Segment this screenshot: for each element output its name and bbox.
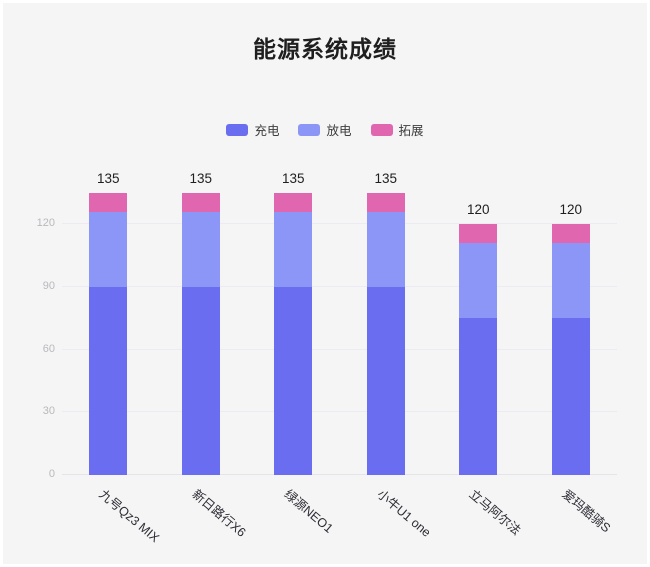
y-axis-tick-label: 30	[42, 405, 55, 418]
bar-segment-充电[interactable]	[89, 287, 128, 475]
bar-segment-放电[interactable]	[274, 211, 313, 287]
bar-stack[interactable]: 135	[181, 171, 220, 475]
bar-segment-充电[interactable]	[551, 318, 590, 475]
bar-segment-放电[interactable]	[459, 243, 498, 319]
bar-value-label: 135	[189, 171, 213, 187]
x-axis-tick-label: 爱玛酷骑S	[559, 487, 613, 536]
bar-segment-充电[interactable]	[366, 287, 405, 475]
x-axis-tick-label: 小牛U1 one	[374, 487, 434, 540]
gridline: 90	[43, 280, 617, 292]
x-axis-tick-label: 立马阿尔法	[466, 487, 524, 538]
y-axis-tick-label: 120	[36, 217, 55, 230]
bar-value-label: 120	[559, 202, 583, 218]
bar-segment-放电[interactable]	[181, 211, 220, 287]
legend-swatch-charge-icon	[226, 123, 249, 136]
bar-value-label: 120	[466, 202, 490, 218]
y-axis-tick-label: 60	[42, 342, 55, 355]
legend-item-label: 放电	[326, 124, 352, 138]
bar-group[interactable]: 135 绿源NEO1	[274, 171, 336, 536]
plot-area: 0 30 60 90 120 135 九号Qz3 MIX 135 新日路行X6 135 绿源NEO1…	[37, 171, 617, 545]
bar-value-label: 135	[96, 171, 120, 187]
bar-segment-拓展[interactable]	[459, 224, 498, 244]
axis-baseline: 0	[49, 468, 617, 480]
bar-group[interactable]: 135 新日路行X6	[181, 171, 248, 540]
chart-legend: 充电 放电 拓展	[3, 120, 647, 139]
bar-stack[interactable]: 135	[274, 171, 313, 475]
gridline: 60	[43, 343, 617, 355]
bar-group[interactable]: 120 立马阿尔法	[459, 202, 524, 538]
bar-group[interactable]: 120 爱玛酷骑S	[551, 202, 613, 535]
bar-segment-拓展[interactable]	[274, 193, 313, 212]
x-axis-tick-label: 绿源NEO1	[281, 487, 336, 536]
gridline: 30	[43, 405, 617, 417]
bar-segment-拓展[interactable]	[551, 224, 590, 244]
legend-item-2[interactable]: 拓展	[370, 120, 424, 139]
y-axis-tick-label: 0	[48, 468, 55, 480]
chart-title: 能源系统成绩	[253, 36, 397, 62]
bar-segment-拓展[interactable]	[181, 193, 220, 212]
bar-segment-放电[interactable]	[89, 211, 128, 287]
legend-item-label: 充电	[254, 124, 280, 138]
legend-item-1[interactable]: 放电	[298, 120, 352, 139]
legend-item-label: 拓展	[398, 124, 424, 138]
chart-container: 能源系统成绩 充电 放电 拓展 0 30 60 90 120 135 九号Qz3 MIX 135 新…	[3, 3, 647, 564]
y-axis-tick-label: 90	[42, 280, 55, 292]
bar-value-label: 135	[281, 171, 305, 187]
bar-segment-充电[interactable]	[274, 287, 313, 475]
x-axis-tick-label: 九号Qz3 MIX	[96, 487, 163, 546]
bar-segment-拓展[interactable]	[366, 193, 405, 212]
bar-stack[interactable]: 135	[366, 171, 405, 475]
x-axis-tick-label: 新日路行X6	[189, 487, 249, 540]
bar-segment-放电[interactable]	[551, 243, 590, 319]
bar-group[interactable]: 135 九号Qz3 MIX	[89, 171, 162, 545]
legend-swatch-discharge-icon	[298, 123, 321, 136]
bar-value-label: 135	[374, 171, 398, 187]
bar-segment-充电[interactable]	[459, 318, 498, 475]
bar-stack[interactable]: 120	[551, 202, 590, 475]
legend-item-0[interactable]: 充电	[226, 120, 279, 139]
bar-group[interactable]: 135 小牛U1 one	[366, 171, 433, 540]
bar-segment-放电[interactable]	[366, 211, 405, 287]
bar-stack[interactable]: 120	[459, 202, 498, 475]
bar-stack[interactable]: 135	[89, 171, 128, 475]
gridline: 120	[37, 217, 617, 229]
bar-segment-充电[interactable]	[181, 287, 220, 475]
bar-segment-拓展[interactable]	[89, 193, 128, 212]
legend-swatch-expand-icon	[370, 123, 393, 136]
